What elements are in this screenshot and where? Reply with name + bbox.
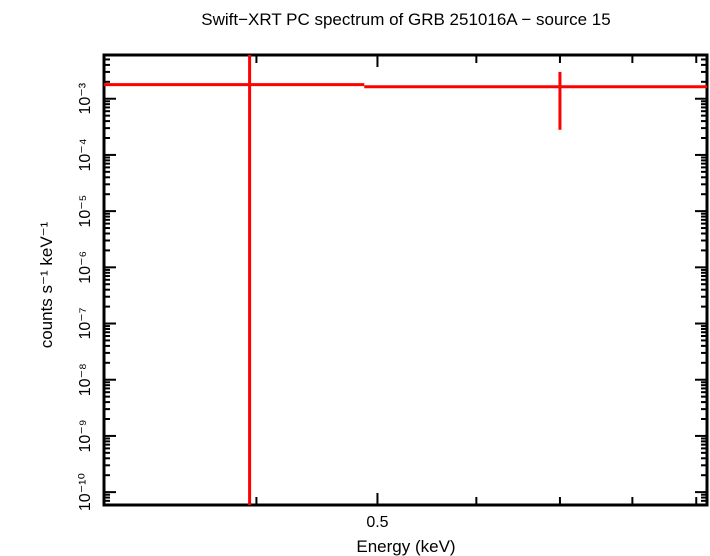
y-tick-label: 10⁻⁶ (77, 251, 94, 284)
data-series (104, 55, 707, 505)
y-tick-label: 10⁻⁵ (77, 195, 94, 228)
y-tick-label: 10⁻³ (77, 82, 94, 114)
y-axis-label: counts s⁻¹ keV⁻¹ (37, 221, 56, 348)
plot-frame (102, 53, 709, 507)
y-axis: 10⁻³ 10⁻⁴ 10⁻⁵ 10⁻⁶ 10⁻⁷ 10⁻⁸ 10⁻⁹ 10⁻¹⁰ (77, 54, 707, 511)
y-tick-label: 10⁻⁷ (77, 307, 94, 339)
chart-title: Swift−XRT PC spectrum of GRB 251016A − s… (201, 10, 610, 29)
y-tick-label: 10⁻¹⁰ (77, 473, 94, 511)
y-tick-label: 10⁻⁸ (77, 363, 94, 396)
x-axis-label: Energy (keV) (356, 537, 455, 556)
x-axis: 0.5 (255, 55, 698, 531)
plot-border (102, 53, 709, 507)
y-tick-label: 10⁻⁴ (77, 138, 94, 171)
y-tick-label: 10⁻⁹ (77, 419, 94, 452)
x-tick-label: 0.5 (366, 514, 388, 531)
